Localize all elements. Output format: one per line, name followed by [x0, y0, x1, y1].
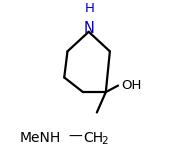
Text: H: H: [84, 2, 95, 15]
Text: MeNH: MeNH: [19, 131, 61, 145]
Text: 2: 2: [102, 136, 108, 146]
Text: N: N: [84, 21, 95, 36]
Text: OH: OH: [121, 79, 142, 92]
Text: —: —: [69, 130, 83, 144]
Text: CH: CH: [83, 131, 103, 145]
